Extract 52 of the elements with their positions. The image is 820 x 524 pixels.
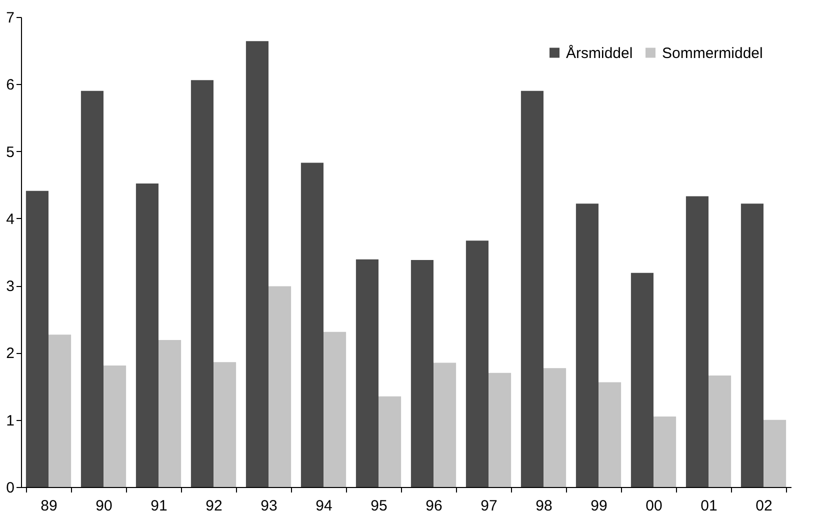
y-tick-label: 4 (6, 210, 14, 228)
x-tick-label: 91 (150, 498, 168, 514)
y-tick-label: 1 (6, 412, 14, 430)
x-tick-label: 93 (260, 498, 278, 514)
bar (158, 340, 182, 487)
bar (214, 362, 236, 487)
x-tick-label: 99 (590, 498, 608, 514)
x-tick-label: 00 (646, 498, 662, 514)
x-tick-label: 90 (96, 498, 112, 514)
bar (466, 240, 488, 487)
x-tick-label: 02 (756, 498, 772, 514)
bar (434, 362, 456, 487)
bar (654, 416, 676, 487)
y-tick-label: 2 (6, 345, 14, 362)
bar (378, 396, 402, 487)
bar (544, 368, 566, 487)
bar (246, 41, 268, 487)
bar (136, 184, 158, 487)
bar (598, 382, 622, 487)
bar (488, 372, 512, 487)
bar (520, 90, 544, 487)
bar (324, 332, 346, 487)
x-tick-label: 92 (206, 498, 222, 514)
bar (630, 272, 654, 487)
bar (26, 190, 48, 487)
bar (576, 204, 598, 487)
bar (80, 90, 104, 487)
bar (48, 334, 72, 487)
legend-label: Årsmiddel (566, 44, 633, 62)
x-tick-label: 01 (700, 498, 718, 514)
bar (764, 420, 786, 487)
bar (740, 204, 764, 487)
bar (686, 196, 708, 487)
y-tick-label: 3 (6, 278, 14, 296)
x-tick-label: 94 (316, 498, 332, 514)
bar (104, 365, 126, 487)
y-tick-label: 0 (6, 480, 14, 496)
x-tick-label: 89 (40, 498, 58, 514)
y-tick-label: 5 (6, 144, 14, 161)
x-tick-label: 98 (536, 498, 552, 514)
y-tick-label: 7 (6, 10, 14, 26)
y-tick-label: 6 (6, 76, 14, 94)
x-tick-label: 95 (370, 498, 388, 514)
legend-label: Sommermiddel (662, 44, 763, 62)
bar (300, 162, 324, 487)
x-tick-label: 96 (426, 498, 442, 514)
bar (268, 286, 292, 487)
bar (190, 80, 214, 487)
x-tick-label: 97 (480, 498, 498, 514)
bar (356, 259, 378, 487)
bar (708, 376, 732, 487)
bar (410, 260, 434, 487)
